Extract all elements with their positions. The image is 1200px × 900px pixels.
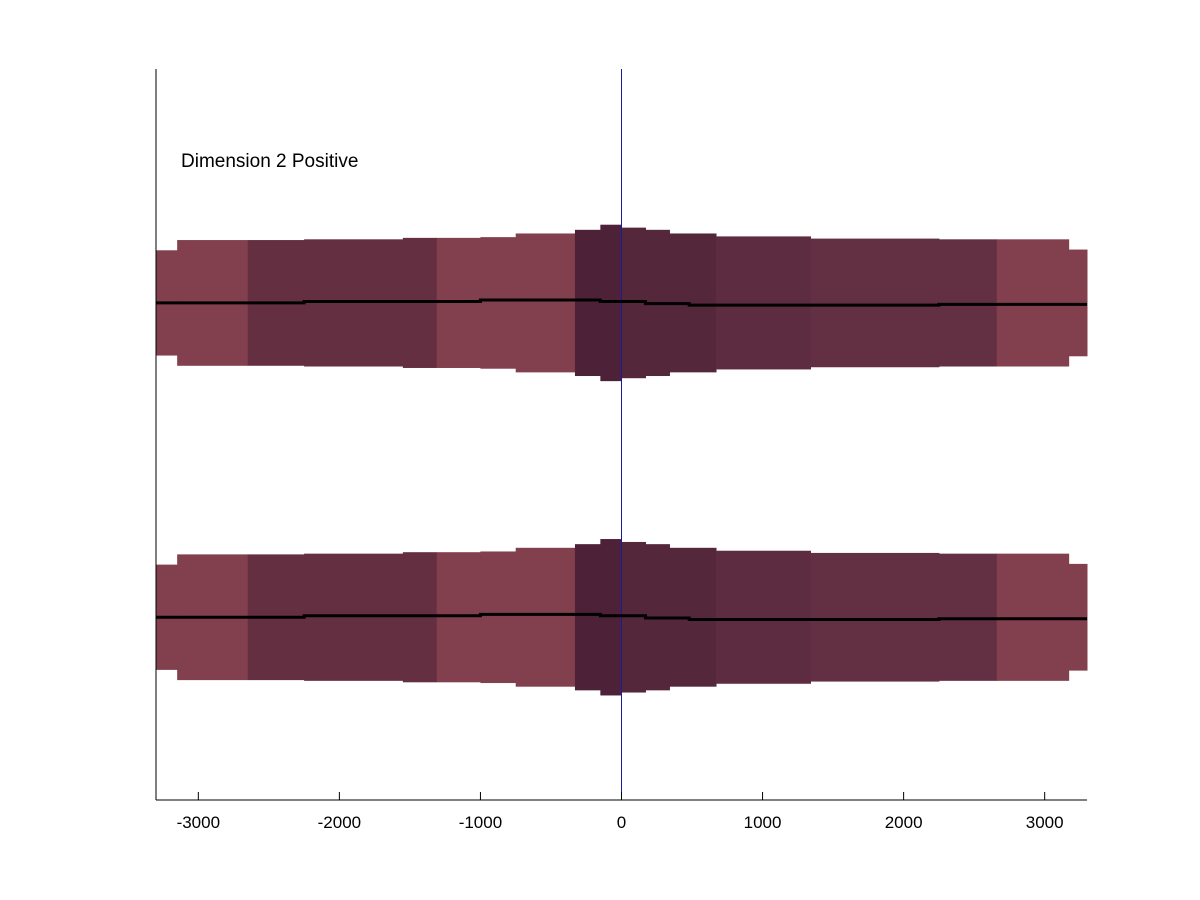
dimension-annotation: Dimension 2 Positive	[181, 151, 358, 172]
band-2-mean-line	[156, 612, 1087, 621]
x-axis-ticks: -3000 -2000 -1000 0 1000 2000 3000	[177, 792, 1064, 832]
band-1-mean-line	[156, 298, 1087, 307]
x-tick-label: -1000	[459, 813, 502, 832]
band-2-segment-9	[574, 544, 601, 691]
band-2-segment-15	[810, 552, 940, 682]
band-2-segment-14	[716, 550, 812, 684]
band-1-segment-15	[810, 238, 940, 368]
band-1-segment-7	[480, 237, 517, 369]
x-tick-label: 2000	[885, 813, 923, 832]
x-tick-label: -3000	[177, 813, 220, 832]
band-2-segment-8	[515, 547, 576, 687]
band-1-segment-8	[515, 233, 576, 373]
x-tick-label: 0	[617, 813, 626, 832]
band-2-segment-7	[480, 551, 517, 684]
x-tick-label: 1000	[744, 813, 782, 832]
plot-area	[156, 69, 1088, 800]
band-1-segment-9	[574, 229, 601, 377]
x-tick-label: 3000	[1026, 813, 1064, 832]
band-1-segment-14	[716, 236, 812, 370]
x-tick-label: -2000	[318, 813, 361, 832]
